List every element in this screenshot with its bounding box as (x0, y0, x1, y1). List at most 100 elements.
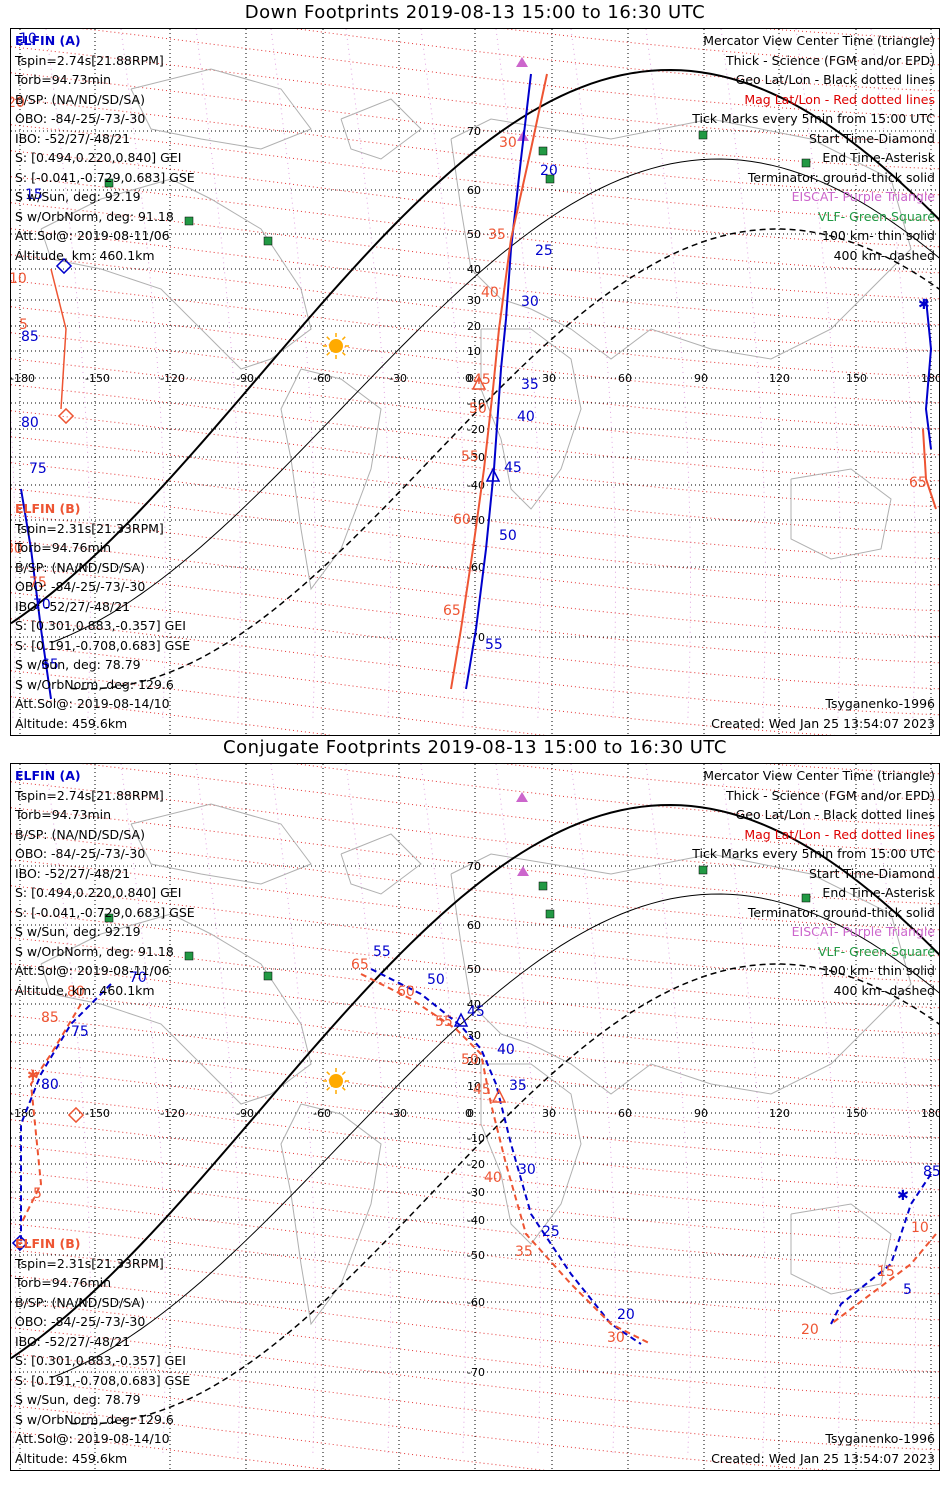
mag-lon-line (795, 29, 841, 720)
elfin-b-tick-label: 30 (607, 1330, 625, 1346)
elfin-b-tick-label: 10 (11, 271, 27, 287)
elfin-a-tick-label: 50 (427, 972, 445, 988)
elfin-b-track (450, 73, 548, 690)
eiscat-marker (516, 57, 528, 67)
elfin-a-line: OBO: -84/-25/-73/-30 (15, 846, 146, 861)
legend-item: Tick Marks every 5min from 15:00 UTC (692, 846, 935, 861)
lat-tick-label: 40 (467, 263, 481, 276)
coastline (40, 913, 312, 1105)
elfin-b-tick-label: 5 (19, 317, 28, 333)
lat-tick-label: 50 (467, 228, 481, 241)
mag-lat-line (11, 1223, 939, 1321)
lon-tick-label: -120 (160, 372, 185, 385)
mag-lat-line (11, 833, 939, 931)
elfin-b-info: ELFIN (B) Tspin=2.31s[21.33RPM] Torb=94.… (15, 499, 190, 733)
start-diamond (11, 1234, 29, 1252)
elfin-a-label: ELFIN (A) (15, 33, 81, 48)
mag-lat-line (11, 358, 939, 456)
elfin-b-line: B/SP: (NA/ND/SD/SA) (15, 559, 145, 575)
elfin-b-line: OBO: -84/-25/-73/-30 (15, 579, 146, 594)
down-footprints-panel: Down Footprints 2019-08-13 15:00 to 16:3… (0, 0, 950, 745)
terminator-100km (50, 158, 939, 644)
elfin-a-tick-label: 80 (41, 1077, 59, 1093)
elfin-a-line: B/SP: (NA/ND/SD/SA) (15, 826, 145, 842)
mag-lon-line (120, 764, 166, 1455)
mag-lat-line (11, 1197, 939, 1295)
elfin-b-line: S: [0.191,-0.708,0.683] GSE (15, 637, 191, 653)
lon-tick-label: 30 (542, 372, 556, 385)
sun-ray (341, 1086, 346, 1091)
lon-tick-label: -180 (11, 372, 35, 385)
mag-lat-line (11, 410, 939, 508)
sun-ray (326, 1071, 331, 1076)
legend-item: Mag Lat/Lon - Red dotted lines (744, 826, 935, 842)
legend-item: End Time-Asterisk (822, 885, 935, 900)
mag-lon-line (870, 764, 916, 1455)
elfin-a-tick-label: 25 (535, 243, 553, 259)
mag-lat-line (11, 989, 939, 1087)
legend: Mercator View Center Time (triangle) Thi… (692, 31, 935, 265)
mag-lon-line (720, 764, 766, 1455)
elfin-a-track (370, 968, 642, 1345)
mag-lat-line (11, 202, 939, 300)
elfin-a-line: OBO: -84/-25/-73/-30 (15, 111, 146, 126)
eiscat-marker (516, 792, 528, 802)
footer-info: Tsyganenko-1996 Created: Wed Jan 25 13:5… (711, 1429, 935, 1468)
terminator-ground (11, 804, 939, 1360)
terminator-100km (50, 893, 939, 1379)
mag-lon-line (870, 29, 916, 720)
elfin-a-label: ELFIN (A) (15, 768, 81, 783)
lat-tick-label: 10 (467, 1080, 481, 1093)
mag-lon-line (720, 29, 766, 720)
elfin-b-track (830, 1233, 937, 1325)
elfin-b-track (360, 973, 652, 1345)
lon-tick-label: 60 (618, 1107, 632, 1120)
elfin-b-line: S w/Sun, deg: 78.79 (15, 657, 141, 672)
mag-lat-line (11, 963, 939, 1061)
mag-lat-line (11, 781, 939, 879)
conjugate-footprints-panel: Conjugate Footprints 2019-08-13 15:00 to… (0, 735, 950, 1495)
lon-tick-label: 120 (769, 1107, 790, 1120)
mag-lat-line (11, 1145, 939, 1243)
elfin-b-tick-label: 15 (877, 1264, 895, 1280)
vlf-marker (801, 893, 811, 903)
vlf-marker (184, 216, 194, 226)
mag-lat-line (11, 124, 939, 222)
map-canvas: -180 -150 -120 -90 -60 -30 0 30 60 90 120 150 180 70 6… (11, 764, 940, 1470)
elfin-a-track (465, 73, 532, 690)
vlf-marker (698, 130, 708, 140)
lat-tick-label: 20 (467, 320, 481, 333)
elfin-a-line: Att.Sol@: 2019-08-11/06 (15, 228, 170, 243)
elfin-a-line: Altitude, km: 460.1km (15, 247, 155, 263)
lon-tick-label: 150 (846, 372, 867, 385)
elfin-a-line: Tspin=2.74s[21.88RPM] (15, 787, 164, 803)
map-canvas: -180 -150 -120 -90 -60 -30 0 30 60 90 120 150 180 70 6… (11, 29, 939, 735)
legend-item: Thick - Science (FGM and/or EPD) (726, 787, 935, 803)
lat-tick-label: -30 (467, 1186, 485, 1199)
elfin-a-tick-label: 45 (504, 460, 522, 476)
lat-tick-label: 60 (467, 184, 481, 197)
mag-lon-line (495, 764, 541, 1455)
elfin-b-track (50, 268, 67, 410)
mag-lat-line (11, 1249, 939, 1347)
elfin-b-tick-label: 65 (351, 957, 369, 973)
elfin-b-tick-label: 40 (481, 285, 499, 301)
elfin-b-tick-label: 85 (41, 1010, 59, 1026)
elfin-a-line: S w/OrbNorm, deg: 91.18 (15, 208, 174, 224)
elfin-a-tick-label: 65 (41, 657, 59, 673)
elfin-a-tick-label: 55 (373, 944, 391, 960)
coastline (790, 1203, 892, 1295)
elfin-a-line: IBO: -52/27/-48/21 (15, 865, 131, 881)
legend-item: VLF- Green Square (817, 208, 935, 224)
vlf-marker (104, 178, 114, 188)
elfin-a-tick-label: 85 (923, 1164, 940, 1180)
sun-ray (326, 1086, 331, 1091)
mag-lat-line (11, 592, 939, 690)
panel-title: Down Footprints 2019-08-13 15:00 to 16:3… (244, 2, 706, 23)
mag-lat-line (11, 176, 939, 274)
elfin-b-tick-label: 50 (461, 1052, 479, 1068)
mag-lat-line (11, 488, 939, 586)
mag-lat-line (81, 764, 939, 853)
footer-info: Tsyganenko-1996 Created: Wed Jan 25 13:5… (711, 694, 935, 733)
mag-lat-line (11, 514, 939, 612)
